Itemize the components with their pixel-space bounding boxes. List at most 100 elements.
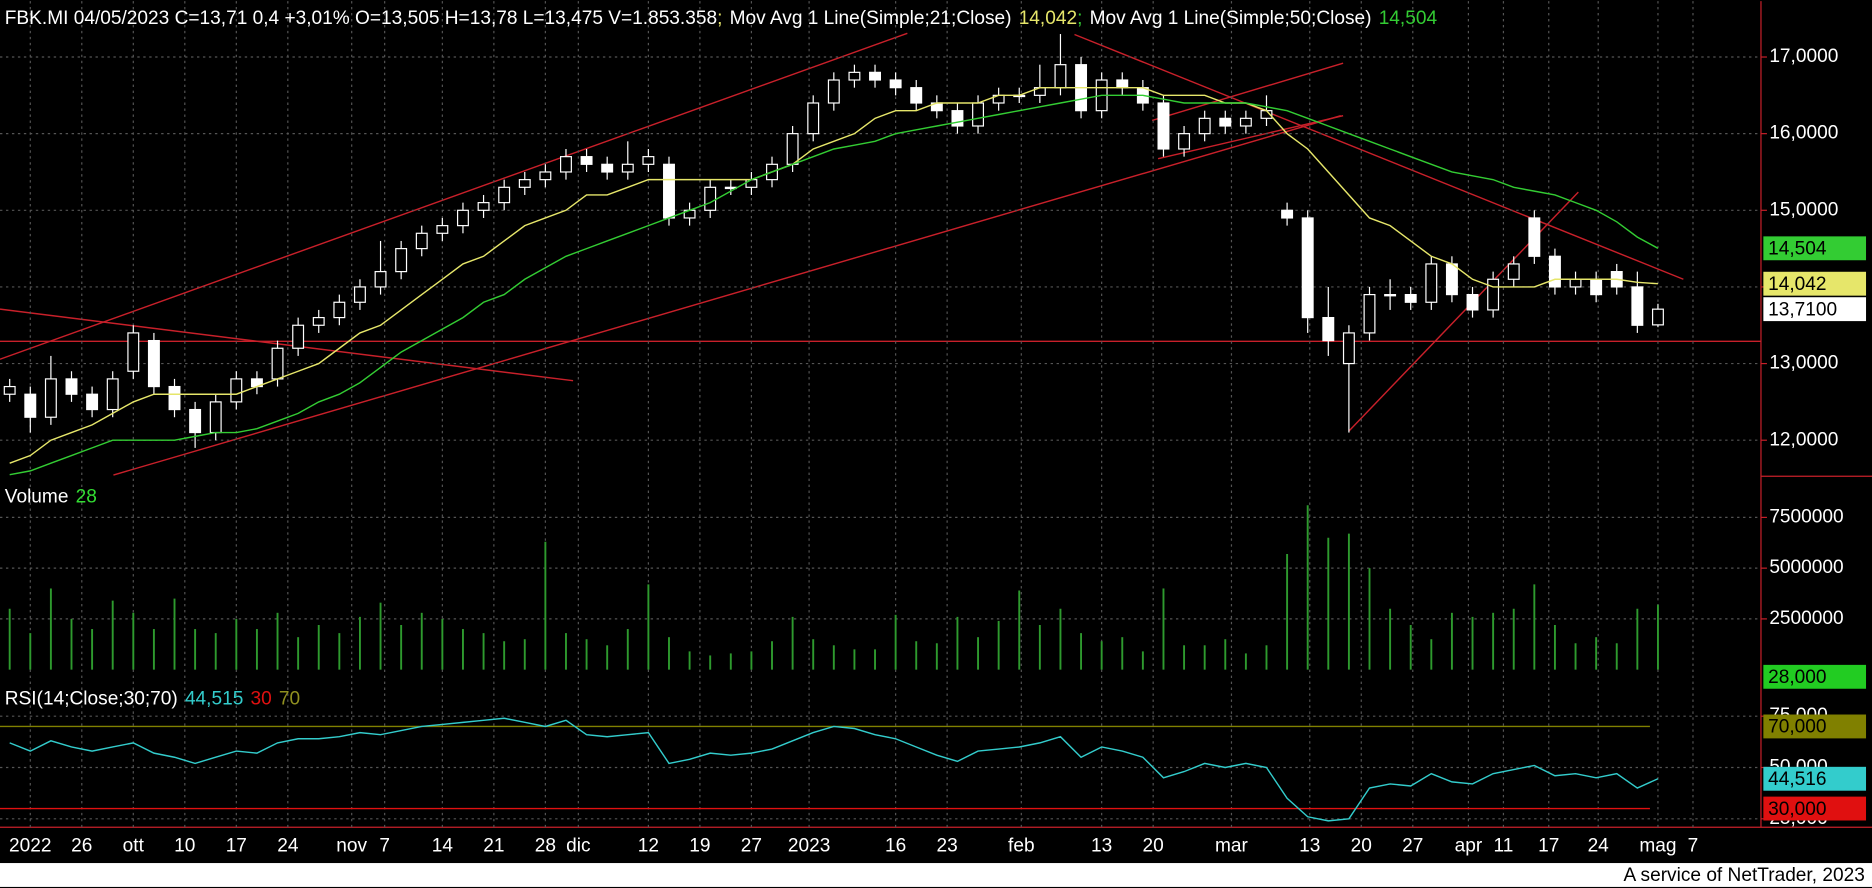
candle-body <box>374 271 387 288</box>
x-tick-label: 10 <box>174 835 195 856</box>
x-tick-label: 13 <box>1091 835 1112 856</box>
candle-body <box>168 385 181 411</box>
moving-average <box>9 86 1658 464</box>
candle-body <box>951 110 964 127</box>
candle-body <box>127 332 140 372</box>
candle-body <box>1281 209 1294 219</box>
x-tick-label: 14 <box>432 835 454 856</box>
x-tick-label: 11 <box>1494 835 1514 856</box>
close-box: 13,7100 <box>1768 299 1837 320</box>
level-box: 70,000 <box>1768 717 1826 738</box>
candle-body <box>147 339 160 388</box>
candle-body <box>972 102 985 127</box>
candle-body <box>786 133 799 165</box>
legend-value: 14,042 <box>1019 8 1077 29</box>
x-tick-label: 23 <box>937 835 958 856</box>
y-tick-label: 5000000 <box>1769 557 1843 578</box>
candle-body <box>1322 316 1335 342</box>
x-tick-label: nov <box>336 835 367 856</box>
footer-bar <box>0 863 1872 887</box>
level-box-box <box>1763 714 1867 739</box>
trendline <box>1074 33 1684 280</box>
rsi-box: 44,516 <box>1768 769 1826 790</box>
value-box-box <box>1763 271 1867 296</box>
x-tick-label: ott <box>123 835 145 856</box>
header-low: 30 <box>251 689 272 710</box>
candle-body <box>807 102 820 135</box>
candle-body <box>1384 294 1397 297</box>
candle-body <box>1631 286 1644 326</box>
candle-body <box>1548 255 1561 288</box>
candle-body <box>1054 64 1067 89</box>
header-title: Volume <box>5 487 69 508</box>
x-tick-label: apr <box>1455 835 1483 856</box>
candle-body <box>456 209 469 227</box>
candle-body <box>1219 117 1232 127</box>
candle-body <box>333 301 346 319</box>
candle-body <box>498 186 511 204</box>
trendline <box>1157 114 1344 160</box>
x-tick-label: 2022 <box>9 835 51 856</box>
candle-body <box>910 87 923 104</box>
header-separator: ; <box>717 8 722 29</box>
x-tick-label: 24 <box>277 835 299 856</box>
trendline <box>113 114 1341 476</box>
candle-body <box>621 163 634 173</box>
candle-body <box>827 79 840 104</box>
value-box-box <box>1763 236 1867 261</box>
candle-body <box>889 79 902 89</box>
candle-body <box>3 385 16 395</box>
candle-body <box>415 232 428 250</box>
header-separator: ; <box>1077 8 1082 29</box>
header-value: 28 <box>76 487 97 508</box>
candle-body <box>1651 308 1664 326</box>
candle-body <box>230 378 243 403</box>
x-tick-label: 19 <box>689 835 710 856</box>
panel-header: Volume 28 <box>5 487 97 508</box>
candle-body <box>560 156 572 173</box>
x-tick-label: mag <box>1639 835 1676 856</box>
candle-body <box>65 378 78 395</box>
x-tick-label: mar <box>1215 835 1249 856</box>
candle-body <box>1301 217 1314 319</box>
legend-name: Mov Avg 1 Line(Simple;21;Close) <box>730 8 1012 29</box>
header-title: RSI(14;Close;30;70) <box>5 689 178 710</box>
candle-body <box>24 393 37 418</box>
candle-body <box>1466 294 1479 311</box>
candle-body <box>1487 278 1500 311</box>
candle-body <box>1507 263 1520 280</box>
candle-body <box>869 71 881 81</box>
candle-body <box>1445 263 1458 296</box>
x-tick-label: 7 <box>1688 835 1699 856</box>
rsi-box-box <box>1763 766 1867 791</box>
x-tick-label: 21 <box>483 835 504 856</box>
candle-body <box>1404 294 1417 303</box>
level-box: 30,000 <box>1768 799 1826 820</box>
header-high: 70 <box>279 689 300 710</box>
x-tick-label: 2023 <box>788 835 830 856</box>
chart-header: FBK.MI 04/05/2023 C=13,71 0,4 +3,01% O=1… <box>5 8 1438 29</box>
candle-body <box>704 186 717 211</box>
x-tick-label: 27 <box>1402 835 1423 856</box>
volume-box-box <box>1763 664 1867 689</box>
trendline <box>1151 62 1344 122</box>
y-tick-label: 17,0000 <box>1769 46 1838 67</box>
candle-body <box>663 163 675 219</box>
candle-body <box>1157 102 1170 150</box>
candle-body <box>601 163 614 173</box>
candle-body <box>1116 79 1129 89</box>
candle-body <box>1198 117 1211 135</box>
candle-body <box>86 393 99 411</box>
close-box-box <box>1763 297 1867 322</box>
y-tick-label: 2500000 <box>1769 608 1843 629</box>
candle-body <box>271 347 284 380</box>
value-box: 14,504 <box>1768 239 1827 260</box>
candle-body <box>106 378 119 411</box>
volume-box: 28,000 <box>1768 667 1826 688</box>
candle-body <box>292 324 305 349</box>
candle-body <box>1528 217 1541 257</box>
candle-body <box>189 408 202 434</box>
x-tick-label: 20 <box>1351 835 1372 856</box>
